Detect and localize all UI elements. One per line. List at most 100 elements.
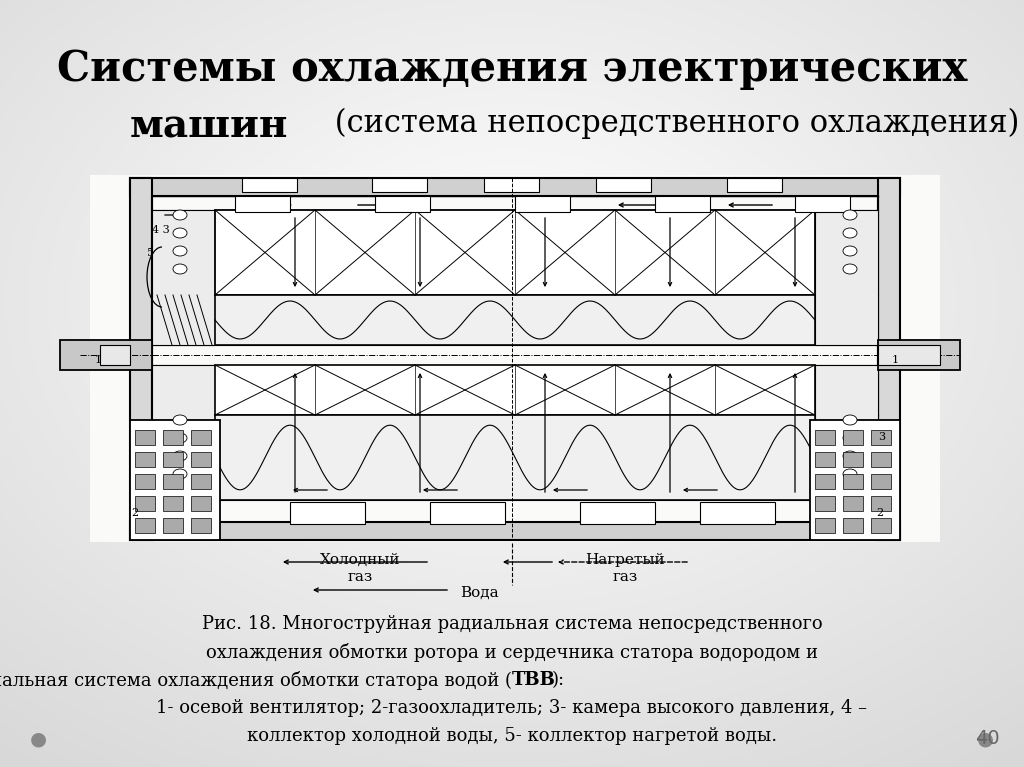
Bar: [810, 420, 900, 540]
Text: 5: 5: [147, 248, 155, 258]
Text: ●: ●: [977, 729, 994, 748]
Bar: [815, 365, 878, 500]
Ellipse shape: [173, 451, 187, 461]
Bar: [655, 196, 710, 212]
Bar: [815, 496, 835, 511]
Ellipse shape: [843, 246, 857, 256]
Text: (система непосредственного охлаждения): (система непосредственного охлаждения): [325, 108, 1019, 140]
Bar: [580, 502, 655, 524]
Bar: [163, 496, 183, 511]
Text: 40: 40: [976, 729, 1000, 748]
Polygon shape: [878, 178, 900, 540]
Bar: [90, 175, 940, 542]
Ellipse shape: [173, 469, 187, 479]
Bar: [130, 178, 900, 196]
Ellipse shape: [843, 228, 857, 238]
Bar: [700, 502, 775, 524]
Bar: [163, 452, 183, 467]
Bar: [191, 518, 211, 533]
Bar: [135, 474, 155, 489]
Text: газ: газ: [612, 570, 638, 584]
Text: 2: 2: [131, 508, 138, 518]
Ellipse shape: [843, 451, 857, 461]
Bar: [290, 502, 365, 524]
Text: газ: газ: [347, 570, 373, 584]
Bar: [215, 295, 815, 345]
Bar: [727, 178, 782, 192]
Bar: [871, 430, 891, 445]
Bar: [215, 210, 815, 295]
Bar: [130, 522, 900, 540]
Bar: [878, 340, 961, 370]
Text: Рис. 18. Многоструйная радиальная система непосредственного: Рис. 18. Многоструйная радиальная систем…: [202, 615, 822, 633]
Ellipse shape: [843, 469, 857, 479]
Bar: [815, 210, 878, 345]
Text: 2: 2: [876, 508, 883, 518]
Text: ):: ):: [552, 671, 565, 689]
Bar: [152, 210, 215, 345]
Bar: [130, 420, 220, 540]
Bar: [135, 430, 155, 445]
Bar: [135, 496, 155, 511]
Text: Системы охлаждения электрических: Системы охлаждения электрических: [56, 48, 968, 90]
Text: коллектор холодной воды, 5- коллектор нагретой воды.: коллектор холодной воды, 5- коллектор на…: [247, 727, 777, 745]
Text: 3: 3: [878, 432, 885, 442]
Ellipse shape: [843, 264, 857, 274]
Bar: [135, 452, 155, 467]
Text: ●: ●: [30, 729, 47, 748]
Text: Холодный: Холодный: [319, 553, 400, 567]
Text: 1: 1: [892, 355, 899, 365]
Bar: [163, 430, 183, 445]
Bar: [430, 502, 505, 524]
Bar: [152, 178, 878, 540]
Bar: [152, 365, 215, 500]
Bar: [871, 518, 891, 533]
Ellipse shape: [843, 210, 857, 220]
Bar: [843, 474, 863, 489]
Bar: [191, 452, 211, 467]
Bar: [843, 496, 863, 511]
Bar: [515, 196, 570, 212]
Text: 4 3: 4 3: [152, 225, 170, 235]
Bar: [843, 430, 863, 445]
Bar: [163, 474, 183, 489]
Ellipse shape: [173, 246, 187, 256]
Bar: [60, 340, 152, 370]
Bar: [215, 365, 815, 415]
Text: аксиальная система охлаждения обмотки статора водой (: аксиальная система охлаждения обмотки ст…: [0, 671, 512, 690]
Bar: [375, 196, 430, 212]
Bar: [843, 518, 863, 533]
Bar: [191, 496, 211, 511]
Text: ТВВ: ТВВ: [512, 671, 556, 689]
Ellipse shape: [173, 415, 187, 425]
Bar: [878, 345, 940, 365]
Text: Вода: Вода: [460, 586, 499, 600]
Bar: [815, 430, 835, 445]
Bar: [242, 178, 297, 192]
Bar: [843, 452, 863, 467]
Bar: [100, 345, 130, 365]
Bar: [372, 178, 427, 192]
Ellipse shape: [843, 433, 857, 443]
Bar: [815, 474, 835, 489]
Bar: [815, 518, 835, 533]
Bar: [795, 196, 850, 212]
Ellipse shape: [173, 433, 187, 443]
Bar: [815, 452, 835, 467]
Bar: [871, 496, 891, 511]
Text: охлаждения обмотки ротора и сердечника статора водородом и: охлаждения обмотки ротора и сердечника с…: [206, 643, 818, 662]
Bar: [596, 178, 651, 192]
Bar: [135, 518, 155, 533]
Text: 1- осевой вентилятор; 2-газоохладитель; 3- камера высокого давления, 4 –: 1- осевой вентилятор; 2-газоохладитель; …: [157, 699, 867, 717]
Bar: [234, 196, 290, 212]
Bar: [871, 452, 891, 467]
Ellipse shape: [173, 228, 187, 238]
Bar: [484, 178, 539, 192]
Text: Нагретый: Нагретый: [585, 553, 665, 567]
Bar: [191, 430, 211, 445]
Polygon shape: [130, 178, 152, 540]
Bar: [871, 474, 891, 489]
Ellipse shape: [173, 210, 187, 220]
Text: 1: 1: [95, 355, 102, 365]
Bar: [163, 518, 183, 533]
